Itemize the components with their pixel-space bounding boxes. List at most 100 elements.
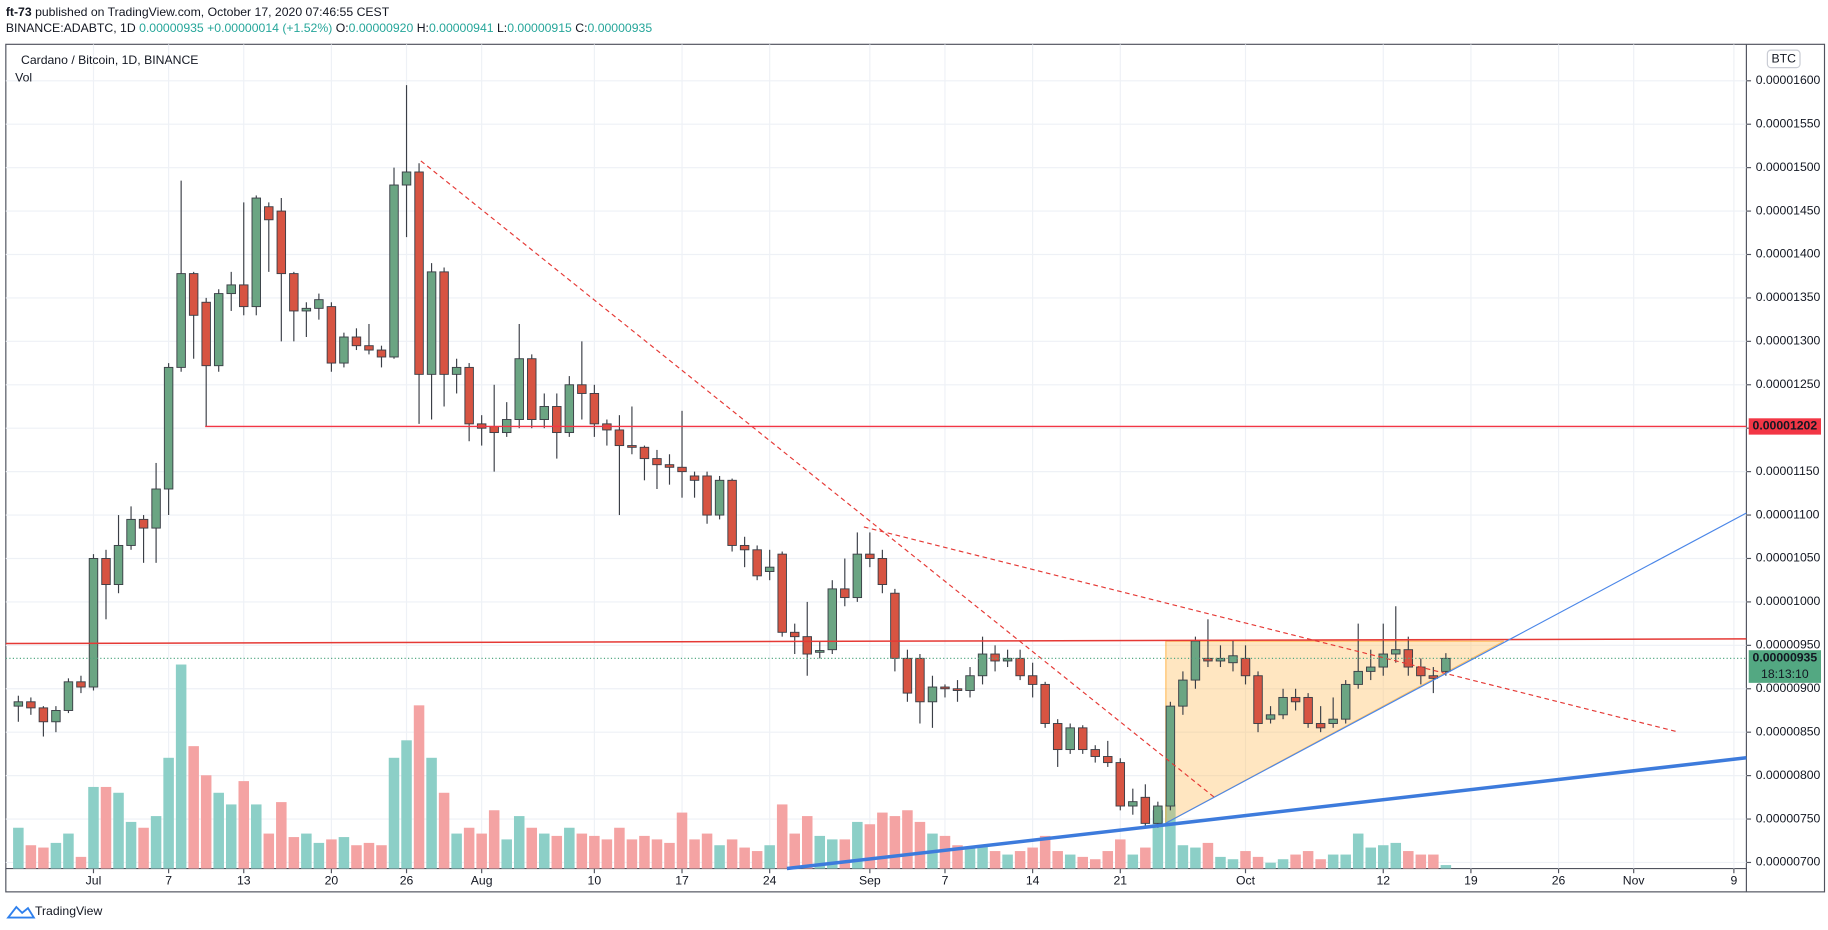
volume-bar	[827, 839, 838, 869]
volume-bar	[1014, 851, 1026, 869]
volume-bar	[1190, 847, 1201, 869]
candle-body	[677, 466, 687, 473]
volume-bar	[513, 816, 525, 869]
volume-bar	[326, 839, 337, 869]
volume-bar	[1352, 833, 1364, 869]
last-price-box	[1748, 650, 1822, 683]
candle-body	[940, 686, 950, 690]
candle-body	[865, 553, 875, 559]
volume-bar	[1315, 859, 1326, 869]
currency[interactable]: BTC	[1771, 52, 1796, 66]
candle-body	[1115, 762, 1126, 807]
volume-bar	[1365, 847, 1376, 869]
volume-bar	[1252, 856, 1264, 869]
header-line: ft-73 published on TradingView.com, Octo…	[6, 5, 390, 19]
volume-bar	[639, 835, 650, 869]
currency-button[interactable]	[1766, 49, 1801, 69]
candle-body	[577, 384, 587, 394]
volume-bar	[1340, 854, 1351, 869]
candle-body	[664, 464, 675, 468]
candle-body	[138, 518, 149, 529]
candle-body	[689, 475, 700, 481]
volume-bar	[726, 839, 738, 869]
y-tick-label: 0.00001250	[1756, 377, 1821, 391]
candle-body	[789, 631, 800, 638]
volume-bar	[463, 827, 475, 869]
volume-bar	[601, 839, 613, 869]
ohlc-value: 0.00000920	[349, 21, 414, 35]
volume-bar	[764, 845, 775, 869]
candle-body	[1253, 675, 1263, 724]
y-tick-label: 0.00000700	[1756, 855, 1821, 869]
candle-body	[163, 366, 174, 490]
candle-body	[1428, 675, 1439, 679]
candle-body	[1265, 714, 1276, 720]
trend-line	[863, 526, 1679, 733]
volume-bar	[1277, 859, 1289, 869]
ohlc-label: O:	[336, 21, 349, 35]
x-tick-label: 21	[1113, 874, 1127, 888]
x-tick-label: Sep	[859, 874, 881, 888]
volume-bar	[714, 845, 725, 869]
volume-bar	[1064, 854, 1076, 869]
volume-bar	[63, 833, 74, 869]
volume-bar	[225, 804, 237, 869]
candle-body	[1228, 655, 1238, 664]
candle-body	[1315, 723, 1326, 729]
volume-bar	[488, 810, 500, 869]
candle-body	[1290, 696, 1301, 703]
volume-bar	[1127, 854, 1139, 869]
candle-body	[26, 701, 36, 709]
volume-bar	[864, 824, 876, 869]
volume-bar	[351, 845, 362, 869]
candle-body	[439, 271, 449, 375]
volume-bar	[1227, 859, 1239, 869]
published: published on TradingView.com, October 17…	[35, 5, 390, 19]
candle-body	[1353, 670, 1363, 685]
volume-bar	[88, 786, 99, 869]
y-tick-label: 0.00000800	[1756, 768, 1821, 782]
candle-body	[239, 284, 249, 308]
x-tick-label: 20	[325, 874, 339, 888]
candle-body	[727, 479, 737, 546]
volume-bar	[1327, 854, 1339, 869]
candle-body	[1015, 657, 1025, 677]
candle-body	[1278, 696, 1288, 716]
x-tick-label: 24	[763, 874, 777, 888]
ohlc-label: L:	[497, 21, 507, 35]
axes: 0.00000700 0.00000750 0.00000800 0.00000850…	[86, 73, 1822, 888]
x-tick-label: Jul	[86, 874, 102, 888]
volume-bar	[338, 837, 350, 869]
volume-bar	[989, 851, 1001, 869]
candle-body	[101, 558, 111, 586]
candle-body	[1366, 666, 1376, 672]
candle-body	[614, 429, 625, 447]
volume-bar	[701, 833, 713, 869]
trend-line	[420, 160, 1217, 800]
volume-bar	[1077, 856, 1088, 869]
volume-bar	[238, 781, 250, 869]
y-tick-label: 0.00001600	[1756, 73, 1821, 87]
candle-body	[1090, 749, 1100, 757]
volume-bar	[564, 827, 575, 869]
volume-bar	[1390, 842, 1402, 869]
candle-body	[990, 653, 1000, 662]
candle-body	[564, 384, 575, 434]
candle-body	[389, 184, 399, 358]
ohlc-label: C:	[575, 21, 587, 35]
volume-bar	[939, 835, 951, 869]
candle-body	[464, 366, 474, 425]
x-tick-label: 12	[1376, 874, 1390, 888]
candles	[13, 85, 1451, 828]
price-line-label-box	[1748, 418, 1822, 435]
volume-bar	[301, 833, 312, 869]
volume-bar	[551, 835, 563, 869]
volume-bar	[451, 833, 462, 869]
x-tick-label: Nov	[1623, 874, 1646, 888]
volume-bar	[401, 740, 412, 869]
y-tick-label: 0.00000950	[1756, 638, 1821, 652]
candle-body	[339, 336, 349, 364]
y-tick-label: 0.00001300	[1756, 334, 1821, 348]
volume-bar	[438, 792, 450, 869]
